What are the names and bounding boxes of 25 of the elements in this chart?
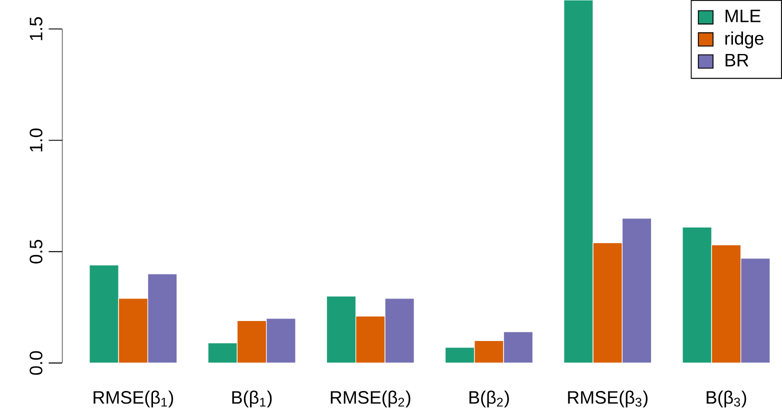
bar (147, 274, 178, 363)
bar (89, 264, 119, 363)
bar (326, 296, 356, 363)
y-tick-label: 0.0 (30, 351, 42, 375)
bar (564, 0, 594, 363)
x-tick-label: B(β$_{1}$) (232, 390, 272, 408)
bar (682, 226, 712, 363)
y-tick-label: 0.5 (30, 240, 42, 264)
bar (622, 218, 652, 363)
y-tick-label: 1.5 (30, 17, 42, 40)
x-tick-label: RMSE(β$_{2}$) (330, 390, 410, 408)
x-tick-label: B(β$_{2}$) (469, 390, 509, 408)
x-tick-label: B(β$_{3}$) (706, 390, 746, 408)
legend-label: ridge (725, 32, 764, 48)
y-tick-label: 1.0 (30, 128, 42, 152)
bar (444, 347, 475, 363)
legend-label: BR (726, 54, 748, 66)
x-tick-label: RMSE(β$_{3}$) (568, 390, 648, 408)
bar (740, 258, 770, 363)
legend-label: MLE (726, 10, 760, 22)
bar (384, 298, 415, 363)
bar (208, 342, 238, 363)
x-tick-label: RMSE(β$_{1}$) (94, 390, 174, 408)
bar (503, 331, 534, 363)
bar (266, 318, 296, 363)
